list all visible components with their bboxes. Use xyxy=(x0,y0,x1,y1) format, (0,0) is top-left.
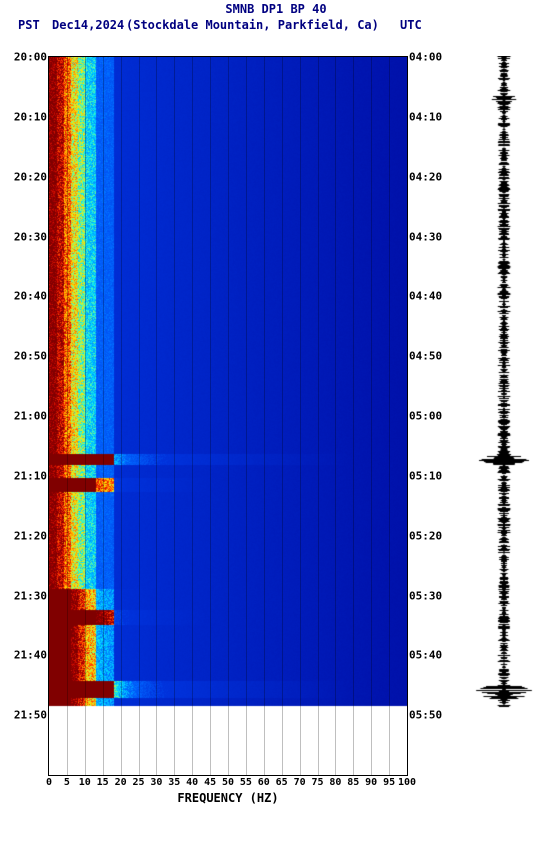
x-tick: 25 xyxy=(132,777,144,788)
gridline xyxy=(335,57,336,775)
location-label: (Stockdale Mountain, Parkfield, Ca) xyxy=(126,18,379,32)
gridline xyxy=(228,57,229,775)
plot-title: SMNB DP1 BP 40 xyxy=(0,2,552,16)
right-time-tick: 04:40 xyxy=(409,290,442,303)
root: SMNB DP1 BP 40 PST Dec14,2024 (Stockdale… xyxy=(0,0,552,864)
gridline xyxy=(353,57,354,775)
gridline xyxy=(246,57,247,775)
right-time-tick: 05:20 xyxy=(409,529,442,542)
right-time-tick: 05:30 xyxy=(409,589,442,602)
x-tick: 0 xyxy=(46,777,52,788)
gridline xyxy=(371,57,372,775)
left-time-tick: 21:30 xyxy=(14,589,47,602)
left-time-tick: 20:40 xyxy=(14,290,47,303)
gridline xyxy=(389,57,390,775)
x-tick: 30 xyxy=(150,777,162,788)
utc-label: UTC xyxy=(400,18,422,32)
x-tick: 95 xyxy=(383,777,395,788)
gridline xyxy=(264,57,265,775)
x-tick: 45 xyxy=(204,777,216,788)
date-label: Dec14,2024 xyxy=(52,18,124,32)
gridline xyxy=(192,57,193,775)
right-time-tick: 05:40 xyxy=(409,649,442,662)
gridline xyxy=(282,57,283,775)
gridline xyxy=(318,57,319,775)
left-time-tick: 20:20 xyxy=(14,170,47,183)
left-time-tick: 20:10 xyxy=(14,110,47,123)
left-time-tick: 20:50 xyxy=(14,350,47,363)
gridline xyxy=(210,57,211,775)
left-time-tick: 20:00 xyxy=(14,51,47,64)
gridline xyxy=(300,57,301,775)
x-tick: 20 xyxy=(115,777,127,788)
right-time-tick: 04:00 xyxy=(409,51,442,64)
left-time-tick: 20:30 xyxy=(14,230,47,243)
right-time-tick: 04:50 xyxy=(409,350,442,363)
x-tick: 75 xyxy=(311,777,323,788)
x-tick: 10 xyxy=(79,777,91,788)
waveform-canvas xyxy=(468,56,540,776)
right-time-tick: 04:30 xyxy=(409,230,442,243)
x-tick: 90 xyxy=(365,777,377,788)
left-time-tick: 21:00 xyxy=(14,410,47,423)
right-time-tick: 04:10 xyxy=(409,110,442,123)
x-tick: 70 xyxy=(294,777,306,788)
x-tick: 5 xyxy=(64,777,70,788)
gridline xyxy=(85,57,86,775)
gridline xyxy=(121,57,122,775)
right-time-tick: 04:20 xyxy=(409,170,442,183)
gridline xyxy=(156,57,157,775)
gridline xyxy=(103,57,104,775)
left-time-tick: 21:40 xyxy=(14,649,47,662)
right-time-tick: 05:00 xyxy=(409,410,442,423)
right-time-tick: 05:10 xyxy=(409,469,442,482)
x-tick: 65 xyxy=(276,777,288,788)
left-time-tick: 21:50 xyxy=(14,709,47,722)
x-axis-label: FREQUENCY (HZ) xyxy=(49,791,407,805)
x-tick: 80 xyxy=(329,777,341,788)
pst-label: PST xyxy=(18,18,40,32)
left-time-tick: 21:10 xyxy=(14,469,47,482)
x-tick: 15 xyxy=(97,777,109,788)
left-time-tick: 21:20 xyxy=(14,529,47,542)
spectrogram-plot: 20:0020:1020:2020:3020:4020:5021:0021:10… xyxy=(48,56,408,776)
x-tick: 40 xyxy=(186,777,198,788)
x-tick: 35 xyxy=(168,777,180,788)
x-tick: 85 xyxy=(347,777,359,788)
x-tick: 60 xyxy=(258,777,270,788)
gridline xyxy=(174,57,175,775)
right-time-tick: 05:50 xyxy=(409,709,442,722)
x-tick: 100 xyxy=(398,777,416,788)
x-tick: 55 xyxy=(240,777,252,788)
gridline xyxy=(67,57,68,775)
x-tick: 50 xyxy=(222,777,234,788)
gridline xyxy=(139,57,140,775)
